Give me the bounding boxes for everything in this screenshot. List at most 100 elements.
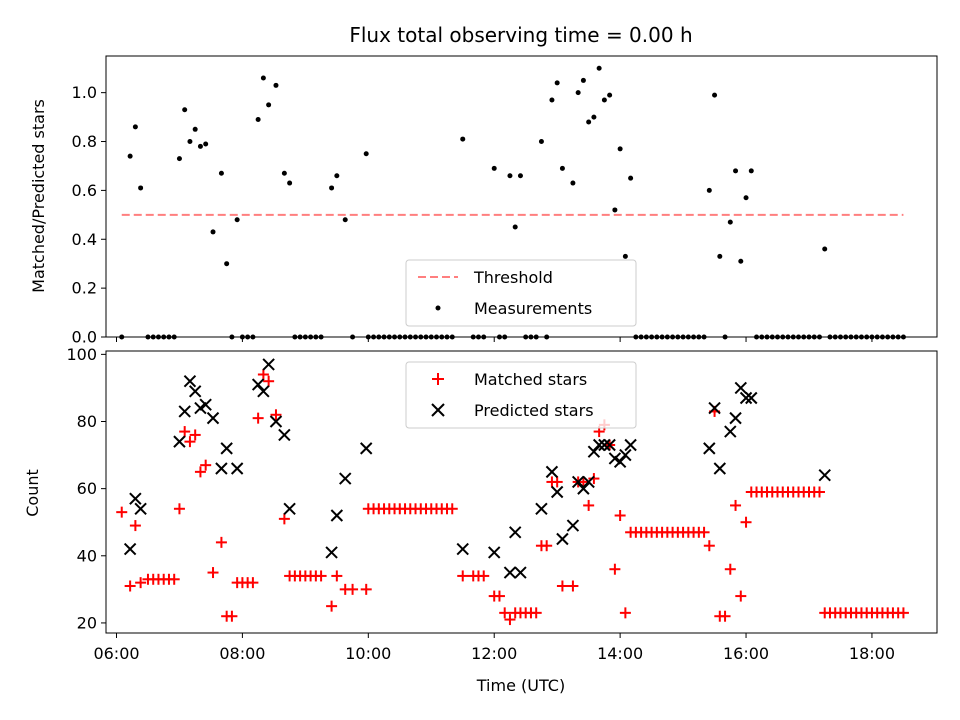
matched-star-marker	[331, 570, 343, 582]
matched-star-marker	[226, 610, 238, 622]
bottom-y-tick-label: 20	[77, 613, 97, 632]
matched-star-marker	[315, 570, 327, 582]
top-legend-box	[405, 259, 637, 327]
matched-star-marker	[730, 499, 742, 511]
predicted-star-marker	[215, 462, 228, 475]
top-y-tick-label: 0.4	[72, 230, 97, 249]
matched-star-marker	[478, 570, 490, 582]
matched-star-marker	[135, 577, 147, 589]
matched-star-marker	[588, 473, 600, 485]
legend-measurements-swatch	[435, 305, 441, 311]
matched-star-marker	[326, 600, 338, 612]
matched-star-marker	[270, 409, 282, 421]
bottom-x-tick-label: 14:00	[597, 644, 643, 663]
predicted-star-marker	[123, 542, 137, 556]
measurement-point	[727, 219, 733, 225]
matched-star-marker	[184, 436, 196, 448]
predicted-star-marker	[206, 411, 220, 425]
top-plot-frame	[105, 55, 938, 338]
matched-star-marker	[813, 486, 825, 498]
bottom-x-tick-label: 08:00	[219, 644, 265, 663]
matched-star-marker	[897, 607, 909, 619]
matched-star-marker	[124, 580, 136, 592]
predicted-star-marker	[360, 442, 373, 455]
predicted-star-marker	[178, 405, 191, 418]
legend-threshold-label: Threshold	[473, 268, 553, 287]
measurement-point	[738, 258, 744, 264]
predicted-star-marker	[508, 526, 522, 539]
matched-star-marker	[556, 580, 568, 592]
bottom-y-tick-label: 100	[66, 345, 97, 364]
measurement-point	[554, 80, 560, 86]
top-y-axis-label: Matched/Predicted stars	[29, 99, 48, 293]
bottom-legend-box	[405, 361, 637, 429]
predicted-star-marker	[129, 492, 142, 505]
measurement-point	[218, 170, 224, 176]
bottom-y-axis-label: Count	[23, 469, 42, 517]
predicted-star-marker	[713, 462, 727, 475]
predicted-star-marker	[269, 415, 283, 428]
bottom-x-ticks: 06:00 08:00 10:00 12:00 14:00 16:00 18:00	[93, 633, 895, 663]
predicted-star-marker	[251, 378, 265, 391]
matched-star-marker	[257, 369, 269, 380]
measurement-point	[712, 92, 718, 98]
measurement-point	[586, 119, 592, 125]
predicted-star-marker	[703, 442, 716, 455]
predicted-star-marker	[598, 438, 611, 452]
matched-star-marker	[577, 476, 589, 488]
predicted-star-markers	[123, 358, 831, 579]
matched-star-marker	[703, 540, 715, 552]
legend-predicted-label: Predicted stars	[474, 401, 594, 420]
matched-star-markers	[116, 369, 909, 626]
measurement-point	[491, 165, 497, 171]
predicted-star-marker	[545, 465, 559, 479]
measurement-point	[733, 168, 739, 174]
matched-star-marker	[614, 510, 626, 521]
measurement-point	[460, 136, 466, 142]
measurement-point	[281, 170, 287, 176]
measurement-point	[607, 92, 613, 98]
predicted-star-marker	[708, 401, 721, 415]
predicted-star-marker	[577, 482, 590, 495]
measurement-point	[570, 180, 576, 186]
matched-star-marker	[583, 499, 595, 511]
matched-star-marker	[168, 573, 180, 585]
matched-star-marker	[493, 590, 505, 602]
matched-star-marker	[252, 412, 264, 424]
predicted-star-marker	[729, 411, 742, 425]
measurement-point	[287, 180, 293, 186]
matched-star-marker	[360, 583, 372, 595]
measurement-point	[176, 156, 182, 162]
matched-star-marker	[551, 476, 563, 488]
measurement-point	[601, 97, 607, 103]
predicted-star-marker	[550, 485, 564, 499]
matched-star-marker	[499, 607, 511, 619]
predicted-star-marker	[503, 566, 517, 579]
bottom-y-ticks: 20 40 60 80 100	[66, 345, 106, 632]
matched-star-marker	[194, 466, 206, 478]
measurement-point	[580, 77, 586, 83]
matched-star-marker	[698, 526, 710, 538]
predicted-star-marker	[262, 358, 275, 371]
matched-star-marker	[530, 607, 542, 619]
predicted-star-marker	[220, 442, 233, 455]
legend-predicted-swatch	[431, 403, 445, 417]
matched-star-marker	[207, 567, 219, 579]
measurement-point	[538, 139, 544, 145]
measurement-point	[255, 117, 261, 123]
measurement-point	[329, 185, 335, 191]
matched-star-marker	[173, 503, 185, 515]
top-y-ticks: 0.0 0.2 0.4 0.6 0.8 1.0	[72, 83, 106, 347]
measurement-point	[743, 195, 749, 201]
bottom-x-tick-label: 06:00	[93, 644, 139, 663]
measurement-point	[717, 253, 723, 259]
top-legend: Threshold Measurements	[405, 259, 637, 327]
predicted-star-marker	[739, 391, 753, 405]
measurement-point	[197, 143, 203, 149]
measurement-point	[575, 90, 581, 96]
predicted-star-marker	[724, 425, 737, 438]
matched-star-marker	[278, 513, 290, 525]
measurement-point	[628, 175, 634, 181]
matched-star-marker	[189, 429, 201, 441]
